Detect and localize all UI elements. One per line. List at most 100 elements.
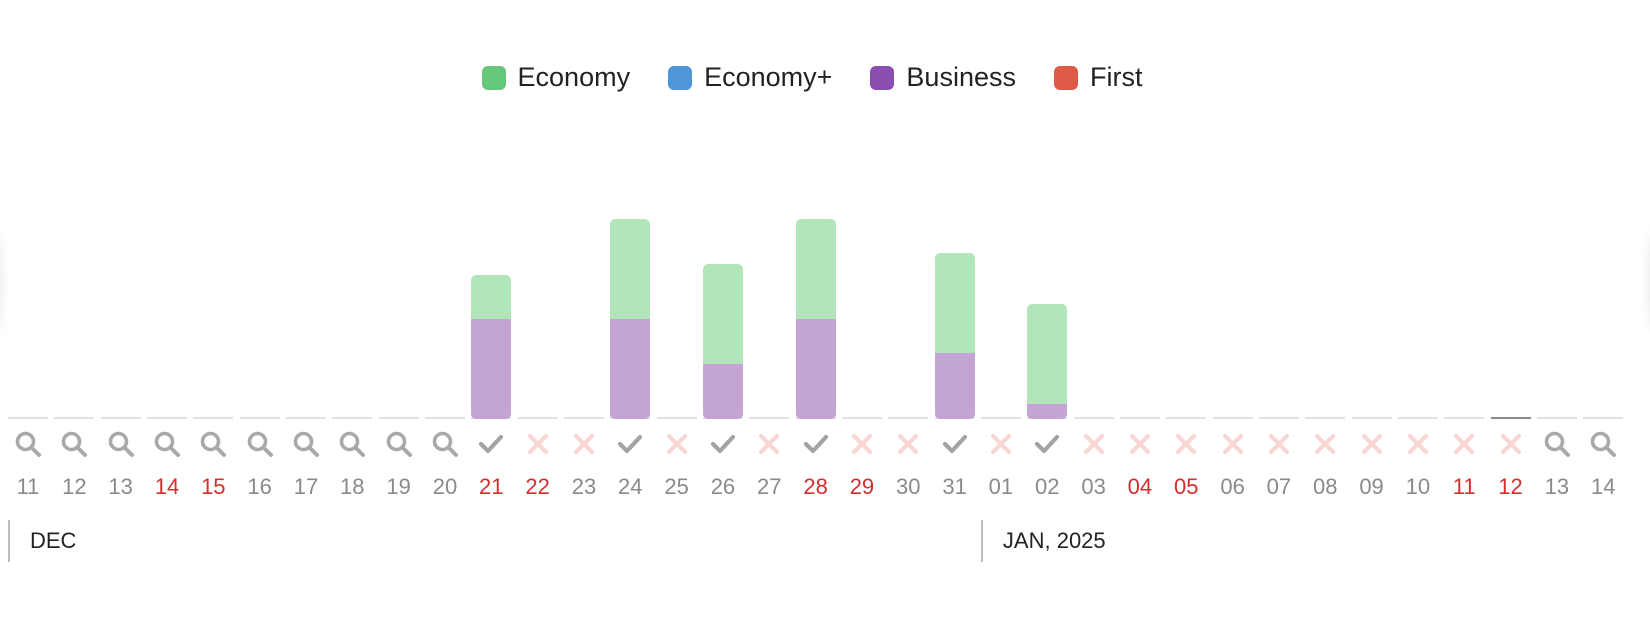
search-icon[interactable] bbox=[1588, 429, 1618, 459]
close-icon[interactable] bbox=[1079, 429, 1109, 459]
search-icon[interactable] bbox=[291, 429, 321, 459]
day-column[interactable]: 15 bbox=[190, 0, 236, 626]
day-column[interactable]: 09 bbox=[1349, 0, 1395, 626]
close-icon[interactable] bbox=[893, 429, 923, 459]
close-icon[interactable] bbox=[754, 429, 784, 459]
availability-bar[interactable] bbox=[1027, 304, 1068, 419]
day-baseline bbox=[8, 417, 48, 419]
day-label: 14 bbox=[1590, 474, 1616, 499]
day-column[interactable]: 11 bbox=[5, 0, 51, 626]
day-baseline bbox=[146, 417, 187, 419]
day-label: 15 bbox=[201, 474, 226, 499]
day-column[interactable]: 14 bbox=[1580, 0, 1626, 626]
search-icon[interactable] bbox=[59, 429, 89, 459]
availability-bar[interactable] bbox=[934, 253, 975, 419]
day-column[interactable]: 08 bbox=[1302, 0, 1348, 626]
today-marker bbox=[1490, 417, 1531, 419]
day-column[interactable]: 31 bbox=[932, 0, 978, 626]
day-column[interactable]: 25 bbox=[654, 0, 700, 626]
search-icon[interactable] bbox=[106, 429, 136, 459]
day-column[interactable]: 21 bbox=[468, 0, 514, 626]
close-icon[interactable] bbox=[1403, 429, 1433, 459]
day-column[interactable]: 17 bbox=[283, 0, 329, 626]
close-icon[interactable] bbox=[1310, 429, 1340, 459]
day-column[interactable]: 22 bbox=[515, 0, 561, 626]
day-column[interactable]: 23 bbox=[561, 0, 607, 626]
day-column[interactable]: 12 bbox=[51, 0, 97, 626]
search-icon[interactable] bbox=[245, 429, 275, 459]
business-segment bbox=[934, 353, 975, 419]
close-icon[interactable] bbox=[569, 429, 599, 459]
checkmark-icon[interactable] bbox=[708, 429, 738, 459]
day-column[interactable]: 14 bbox=[144, 0, 190, 626]
day-column[interactable]: 29 bbox=[839, 0, 885, 626]
day-column[interactable]: 30 bbox=[885, 0, 931, 626]
search-icon[interactable] bbox=[384, 429, 414, 459]
month-label: DEC bbox=[8, 520, 76, 562]
day-label: 13 bbox=[108, 474, 133, 499]
availability-bar[interactable] bbox=[702, 264, 743, 419]
availability-bar[interactable] bbox=[610, 219, 651, 419]
availability-bar[interactable] bbox=[471, 275, 512, 419]
search-icon[interactable] bbox=[430, 429, 460, 459]
close-icon[interactable] bbox=[847, 429, 877, 459]
day-column[interactable]: 12 bbox=[1488, 0, 1534, 626]
day-column[interactable]: 16 bbox=[237, 0, 283, 626]
month-label: JAN, 2025 bbox=[980, 520, 1106, 562]
day-column[interactable]: 03 bbox=[1071, 0, 1117, 626]
day-column[interactable]: 28 bbox=[793, 0, 839, 626]
close-icon[interactable] bbox=[1264, 429, 1294, 459]
day-column[interactable]: 19 bbox=[376, 0, 422, 626]
day-label: 24 bbox=[618, 474, 643, 499]
day-column[interactable]: 13 bbox=[1534, 0, 1580, 626]
day-column[interactable]: 24 bbox=[607, 0, 653, 626]
availability-bar[interactable] bbox=[795, 219, 836, 419]
search-icon[interactable] bbox=[13, 429, 43, 459]
day-column[interactable]: 27 bbox=[746, 0, 792, 626]
day-baseline bbox=[749, 417, 790, 419]
day-column[interactable]: 13 bbox=[98, 0, 144, 626]
checkmark-icon[interactable] bbox=[476, 429, 506, 459]
day-column[interactable]: 01 bbox=[978, 0, 1024, 626]
day-baseline bbox=[378, 417, 419, 419]
day-baseline bbox=[1351, 417, 1392, 419]
business-segment bbox=[1027, 404, 1068, 419]
day-column[interactable]: 07 bbox=[1256, 0, 1302, 626]
checkmark-icon[interactable] bbox=[615, 429, 645, 459]
close-icon[interactable] bbox=[1171, 429, 1201, 459]
day-baseline bbox=[100, 417, 141, 419]
close-icon[interactable] bbox=[1357, 429, 1387, 459]
day-column[interactable]: 05 bbox=[1163, 0, 1209, 626]
day-label: 12 bbox=[62, 474, 87, 499]
day-column[interactable]: 04 bbox=[1117, 0, 1163, 626]
day-column[interactable]: 18 bbox=[329, 0, 375, 626]
checkmark-icon[interactable] bbox=[801, 429, 831, 459]
day-column[interactable]: 11 bbox=[1441, 0, 1487, 626]
day-label: 18 bbox=[340, 474, 365, 499]
close-icon[interactable] bbox=[1449, 429, 1479, 459]
close-icon[interactable] bbox=[523, 429, 553, 459]
day-column[interactable]: 10 bbox=[1395, 0, 1441, 626]
day-baseline bbox=[656, 417, 697, 419]
day-column[interactable]: 20 bbox=[422, 0, 468, 626]
close-icon[interactable] bbox=[1218, 429, 1248, 459]
business-segment bbox=[702, 364, 743, 419]
day-label: 25 bbox=[664, 474, 689, 499]
checkmark-icon[interactable] bbox=[940, 429, 970, 459]
day-baseline bbox=[1212, 417, 1253, 419]
day-column[interactable]: 06 bbox=[1210, 0, 1256, 626]
day-label: 03 bbox=[1081, 474, 1106, 499]
day-column[interactable]: 26 bbox=[700, 0, 746, 626]
day-baseline bbox=[1397, 417, 1438, 419]
search-icon[interactable] bbox=[337, 429, 367, 459]
search-icon[interactable] bbox=[1542, 429, 1572, 459]
close-icon[interactable] bbox=[1496, 429, 1526, 459]
checkmark-icon[interactable] bbox=[1032, 429, 1062, 459]
close-icon[interactable] bbox=[662, 429, 692, 459]
business-swatch bbox=[870, 65, 895, 90]
day-column[interactable]: 02 bbox=[1024, 0, 1070, 626]
close-icon[interactable] bbox=[1125, 429, 1155, 459]
search-icon[interactable] bbox=[198, 429, 228, 459]
close-icon[interactable] bbox=[986, 429, 1016, 459]
search-icon[interactable] bbox=[152, 429, 182, 459]
